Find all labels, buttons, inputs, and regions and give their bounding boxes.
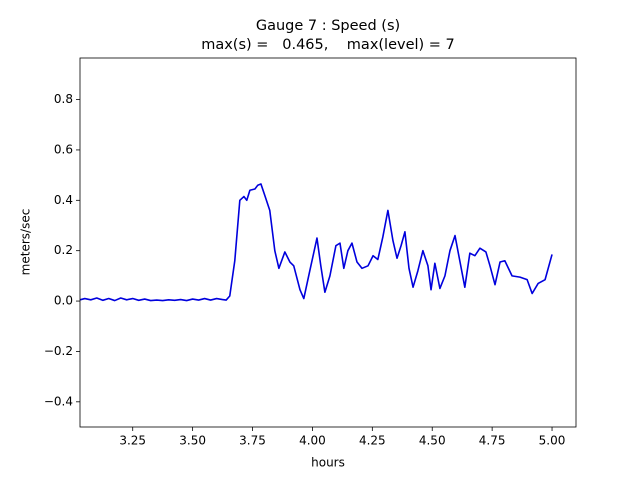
chart-title: Gauge 7 : Speed (s) xyxy=(256,18,400,34)
x-tick-label: 3.50 xyxy=(179,434,206,448)
y-tick-label: −0.4 xyxy=(44,394,73,408)
y-tick-label: 0.6 xyxy=(54,142,73,156)
x-tick-label: 4.50 xyxy=(419,434,446,448)
y-tick-label: 0.8 xyxy=(54,92,73,106)
y-axis-label: meters/sec xyxy=(19,209,33,276)
data-line xyxy=(79,183,553,302)
y-tick-label: 0.2 xyxy=(54,243,73,257)
chart-subtitle: max(s) = 0.465, max(level) = 7 xyxy=(201,37,455,53)
y-tick-label: −0.2 xyxy=(44,344,73,358)
plot-frame xyxy=(79,57,577,428)
y-tick-label: 0.4 xyxy=(54,193,73,207)
x-tick-label: 3.25 xyxy=(119,434,146,448)
x-tick-label: 4.00 xyxy=(299,434,326,448)
x-tick-label: 4.75 xyxy=(479,434,506,448)
y-tick-label: 0.0 xyxy=(54,294,73,308)
x-axis-label: hours xyxy=(311,456,345,470)
x-tick-label: 3.75 xyxy=(239,434,266,448)
x-tick-label: 4.25 xyxy=(359,434,386,448)
x-tick-label: 5.00 xyxy=(539,434,566,448)
